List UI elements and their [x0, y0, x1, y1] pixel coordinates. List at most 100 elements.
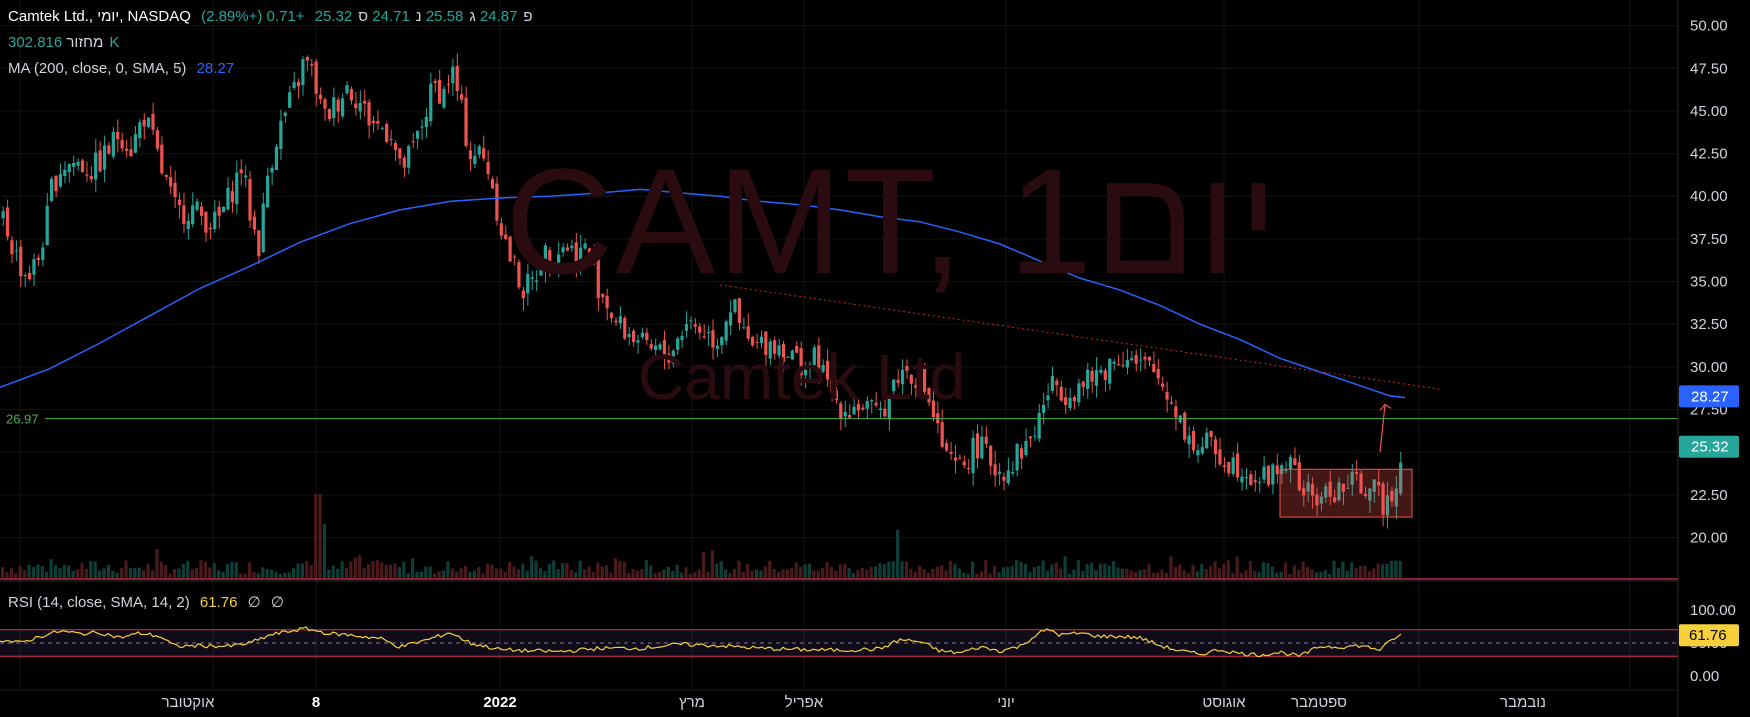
volume-bar — [1314, 572, 1319, 578]
volume-bar — [1134, 571, 1138, 578]
candle-body — [1249, 474, 1253, 486]
volume-bar — [671, 570, 675, 578]
candle-body — [623, 318, 627, 339]
candle-body — [1275, 465, 1279, 475]
volume-bar — [340, 561, 344, 578]
candle-body — [226, 187, 230, 210]
volume-bar — [904, 561, 909, 578]
candle-body — [1288, 457, 1293, 470]
candle-body — [402, 157, 406, 168]
candle-body — [111, 131, 115, 157]
candle-body — [173, 182, 177, 197]
volume-bar — [1085, 564, 1089, 578]
volume-bar — [1164, 572, 1169, 578]
volume-bar — [314, 494, 318, 578]
volume-bar — [336, 568, 340, 578]
candle-body — [473, 155, 477, 164]
volume-bar — [569, 570, 573, 578]
volume-bar — [785, 569, 789, 578]
candle-body — [684, 323, 689, 331]
volume-bar — [225, 564, 230, 578]
rsi-value: 61.76 — [199, 594, 238, 611]
candle-body — [1394, 488, 1398, 507]
rsi-label[interactable]: RSI (14, close, SMA, 14, 2) — [8, 594, 190, 611]
ohlc-low-label: נ — [415, 8, 422, 25]
volume-bar — [296, 563, 300, 578]
volume-bar — [89, 561, 93, 578]
volume-bar — [362, 568, 366, 578]
volume-bar — [186, 560, 190, 578]
candle-body — [900, 369, 905, 385]
candle-body — [1050, 376, 1055, 391]
ma-label[interactable]: MA (200, close, 0, SMA, 5) — [8, 60, 187, 77]
price-tick-label: 30.00 — [1690, 359, 1728, 376]
candle-body — [14, 250, 18, 252]
candle-body — [1240, 476, 1244, 483]
volume-label[interactable]: מחזור — [66, 34, 104, 51]
candle-body — [155, 130, 160, 149]
range-box[interactable] — [1279, 468, 1413, 518]
volume-bar — [909, 568, 913, 578]
volume-bar — [1089, 562, 1094, 578]
candle-body — [102, 145, 107, 170]
volume-bar — [168, 573, 172, 578]
price-tick-label: 32.50 — [1690, 316, 1728, 333]
candle-body — [411, 141, 415, 143]
trendline[interactable] — [719, 284, 1441, 390]
candle-body — [649, 344, 653, 349]
candle-body — [1134, 355, 1138, 364]
volume-bar — [732, 568, 737, 578]
price-tick-label: 22.50 — [1690, 487, 1728, 504]
candle-body — [274, 146, 279, 170]
volume-bar — [1266, 562, 1270, 578]
candle-body — [1213, 439, 1218, 455]
candle-body — [698, 326, 702, 333]
volume-bar — [1231, 572, 1235, 578]
volume-bar — [913, 571, 917, 578]
candle-body — [790, 350, 794, 360]
candle-body — [49, 178, 54, 201]
volume-bar — [627, 572, 631, 578]
volume-bar — [1292, 565, 1296, 578]
candle-body — [124, 148, 129, 151]
volume-bar — [1023, 564, 1028, 578]
symbol-title[interactable]: Camtek Ltd., יומי, NASDAQ — [8, 8, 191, 25]
candle-body — [1332, 497, 1337, 502]
volume-bar — [349, 561, 353, 578]
volume-bar — [1015, 560, 1019, 578]
candle-body — [455, 66, 459, 91]
candle-body — [398, 148, 402, 159]
volume-bar — [252, 571, 256, 578]
candle-body — [389, 139, 393, 141]
candle-body — [1024, 440, 1028, 456]
volume-bar — [291, 568, 296, 578]
candle-body — [914, 385, 918, 388]
candle-body — [217, 206, 221, 216]
volume-bar — [58, 568, 62, 578]
volume-bar — [1363, 565, 1367, 578]
candle-body — [1143, 356, 1147, 360]
candle-body — [340, 98, 345, 117]
candle-body — [742, 327, 746, 329]
volume-bar — [234, 562, 238, 578]
volume-bar — [128, 567, 133, 578]
candle-body — [288, 92, 292, 108]
candle-body — [592, 255, 596, 265]
volume-bar — [596, 562, 600, 578]
candle-body — [1169, 402, 1174, 404]
candle-body — [645, 332, 649, 340]
rsi-badge: 61.76 — [1689, 627, 1727, 644]
volume-bar — [948, 560, 953, 578]
volume-bar — [283, 572, 287, 578]
volume-bar — [1261, 562, 1266, 578]
volume-bar — [1006, 567, 1010, 578]
candle-body — [764, 331, 768, 355]
volume-bar — [1358, 565, 1363, 578]
volume-bar — [230, 561, 234, 578]
volume-bar — [203, 561, 208, 578]
volume-bar — [1248, 561, 1252, 578]
candle-body — [1099, 369, 1103, 373]
volume-bar — [1059, 568, 1063, 578]
arrow-line[interactable] — [1379, 404, 1386, 453]
